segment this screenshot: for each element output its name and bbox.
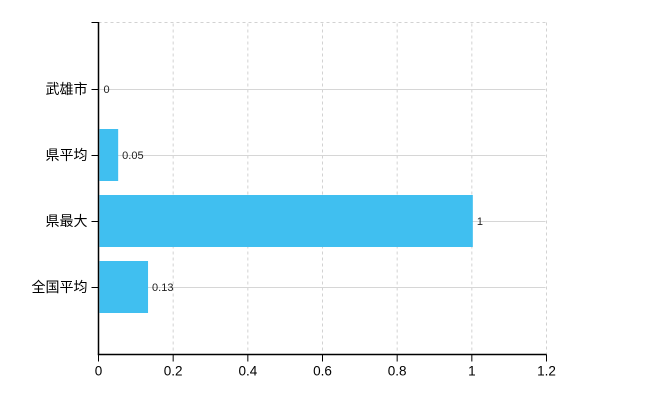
bar	[99, 195, 473, 247]
x-tick-label: 1.2	[537, 364, 556, 379]
x-tick-label: 1	[468, 364, 476, 379]
x-tick-label: 0.4	[238, 364, 257, 379]
category-label: 全国平均	[32, 279, 88, 295]
x-tick-label: 0	[95, 364, 103, 379]
x-tick-label: 0.6	[313, 364, 332, 379]
x-tick-label: 0.2	[164, 364, 183, 379]
bar	[99, 261, 149, 313]
bar-value-label: 0.13	[152, 282, 173, 294]
category-label: 県平均	[46, 147, 88, 163]
bar-value-label: 0	[104, 84, 110, 96]
bar-value-label: 1	[477, 216, 483, 228]
x-tick-label: 0.8	[388, 364, 407, 379]
bar-value-label: 0.05	[122, 150, 143, 162]
bar	[99, 129, 119, 181]
category-label: 武雄市	[46, 81, 88, 97]
category-label: 県最大	[46, 213, 88, 229]
